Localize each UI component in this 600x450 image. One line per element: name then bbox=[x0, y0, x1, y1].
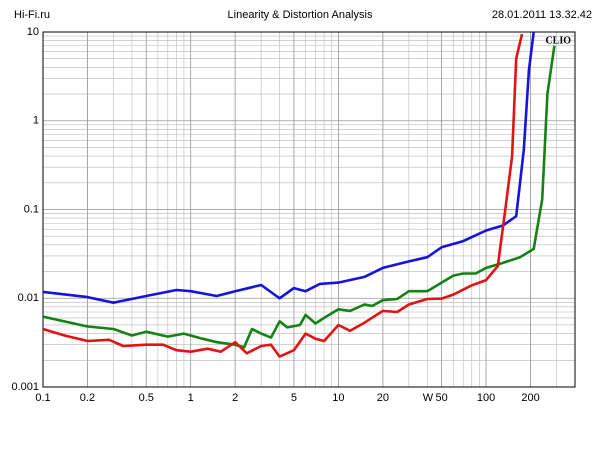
annotation: CLIO bbox=[545, 35, 571, 46]
x-tick-label: 5 bbox=[291, 392, 297, 404]
x-tick-label: 2 bbox=[232, 392, 238, 404]
x-axis-label: W bbox=[423, 392, 434, 404]
chart-title: Linearity & Distortion Analysis bbox=[228, 9, 373, 21]
data-line bbox=[43, 45, 556, 349]
timestamp: 28.01.2011 13.32.42 bbox=[492, 9, 592, 21]
y-tick-label: 0.1 bbox=[24, 203, 39, 215]
x-tick-label: 200 bbox=[521, 392, 539, 404]
y-tick-label: 0.01 bbox=[18, 292, 39, 304]
x-tick-label: 0.2 bbox=[80, 392, 95, 404]
plot-frame bbox=[42, 31, 576, 388]
x-tick-label: 50 bbox=[435, 392, 447, 404]
x-tick-label: 100 bbox=[477, 392, 495, 404]
data-line bbox=[43, 33, 524, 358]
x-tick-label: 10 bbox=[332, 392, 344, 404]
x-tick-label: 1 bbox=[188, 392, 194, 404]
data-line bbox=[43, 32, 535, 304]
y-tick-label: 10 bbox=[27, 26, 39, 38]
x-tick-label: 0.5 bbox=[139, 392, 154, 404]
y-tick-label: 0.001 bbox=[11, 381, 39, 393]
site-name: Hi-Fi.ru bbox=[14, 9, 50, 21]
x-tick-label: 20 bbox=[377, 392, 389, 404]
y-tick-label: 1 bbox=[33, 115, 39, 127]
x-tick-label: 0.1 bbox=[35, 392, 50, 404]
